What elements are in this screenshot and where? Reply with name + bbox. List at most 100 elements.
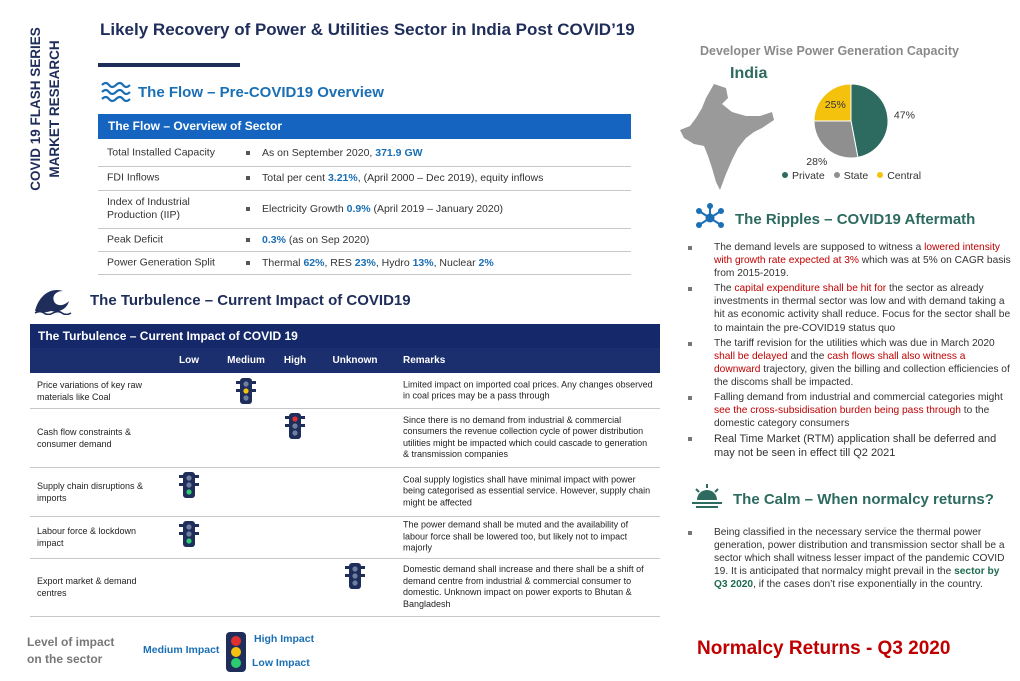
text-run: (as on Sep 2020) <box>285 233 370 246</box>
india-map <box>680 84 774 190</box>
lamp <box>186 531 192 537</box>
column-header: High <box>283 355 307 366</box>
highlight-run: 23% <box>354 256 376 269</box>
text-run: , (April 2000 – Dec 2019), equity inflow… <box>357 172 544 184</box>
chart-legend: Private State Central <box>782 170 930 182</box>
impact-legend-high: High Impact <box>254 633 315 645</box>
column-header: Unknown <box>332 355 378 366</box>
flow-label: FDI Inflows <box>107 171 160 184</box>
lamp <box>186 482 192 488</box>
page-title: Likely Recovery of Power & Utilities Sec… <box>100 20 635 39</box>
text-run: Falling demand from industrial and comme… <box>714 392 1003 404</box>
flow-label: Index of Industrial Production (IIP) <box>107 196 190 221</box>
impact-factor: Cash flow constraints & consumer demand <box>37 426 132 449</box>
side-title: COVID 19 FLASH SERIES MARKET RESEARCH <box>26 14 68 204</box>
impact-row: Price variations of key raw materials li… <box>30 373 660 409</box>
pie-label: 25% <box>825 99 846 111</box>
chart-title: Developer Wise Power Generation Capacity <box>700 44 960 58</box>
impact-legend-medium: Medium Impact <box>143 644 220 656</box>
lamp <box>352 573 358 579</box>
impact-row: Export market & demand centres Domestic d… <box>30 558 660 617</box>
lamp <box>186 524 192 530</box>
side-title-line: MARKET RESEARCH <box>47 40 62 178</box>
pie-slice <box>813 83 852 122</box>
turbulence-table-header: Low Medium High Unknown Remarks <box>30 348 660 373</box>
highlight-run: shall be delayed <box>714 350 788 362</box>
legend-item: Central <box>877 170 921 182</box>
flow-row: Peak Deficit 0.3% (as on Sep 2020) <box>98 228 631 252</box>
pie-chart: 47% 28% 25% <box>806 83 915 168</box>
impact-factor: Export market & demand centres <box>37 576 137 598</box>
lamp <box>243 394 249 401</box>
text-run: Thermal <box>262 256 304 269</box>
impact-legend-low: Low Impact <box>252 657 310 669</box>
highlight-run: 3.21% <box>327 172 358 184</box>
flow-value: 0.3% (as on Sep 2020) <box>245 233 370 246</box>
flow-value: Total per cent 3.21%, (April 2000 – Dec … <box>245 172 544 184</box>
side-title-line: COVID 19 FLASH SERIES <box>28 27 43 191</box>
text-run: which was at 5% on CAGR basis from 2015-… <box>714 255 1011 280</box>
turbulence-icon <box>34 289 72 315</box>
text-run: Total per cent <box>262 172 328 184</box>
text-run: , Nuclear <box>433 256 479 269</box>
legend-item: State <box>833 170 869 182</box>
impact-remarks: Limited impact on imported coal prices. … <box>403 378 653 401</box>
footer-headline: Normalcy Returns - Q3 2020 <box>697 638 951 659</box>
impact-factor: Supply chain disruptions & imports <box>37 480 144 503</box>
flow-heading: The Flow – Pre-COVID19 Overview <box>138 84 384 101</box>
flow-value: As on September 2020, 371.9 GW <box>246 147 423 159</box>
traffic-light <box>179 472 199 498</box>
lamp <box>243 387 249 394</box>
title-underline <box>98 63 240 67</box>
highlight-run: 371.9 GW <box>375 147 423 159</box>
flow-icon <box>101 81 131 103</box>
impact-legend-title: Level of impact on the sector <box>27 635 115 666</box>
bullet-item: The capital expenditure shall be hit for… <box>688 282 1014 334</box>
lamp <box>186 475 192 481</box>
impact-legend-light <box>226 632 246 672</box>
legend-label: State <box>843 170 869 182</box>
flow-row: FDI Inflows Total per cent 3.21%, (April … <box>98 166 631 191</box>
pie-label: 28% <box>806 156 827 168</box>
text-run: to the domestic category consumers <box>714 405 990 430</box>
text-run: , RES <box>324 256 355 269</box>
text-run: As on September 2020, <box>262 147 376 159</box>
flow-label: Total Installed Capacity <box>107 146 215 159</box>
lamp <box>292 416 298 422</box>
pie-slice <box>850 83 889 158</box>
highlight-run: cash flows shall also witness a downward <box>714 350 966 375</box>
flow-label: Power Generation Split <box>107 256 215 268</box>
legend-swatch <box>782 172 788 178</box>
text-run: The <box>714 283 735 295</box>
impact-remarks: Domestic demand shall increase and there… <box>403 563 644 609</box>
column-header: Medium <box>227 355 265 366</box>
legend-label: Central <box>887 170 922 182</box>
bullet-item: Falling demand from industrial and comme… <box>688 391 1014 430</box>
highlight-run: see the cross-subsidisation burden being… <box>714 405 961 417</box>
impact-row: Supply chain disruptions & imports Coal s… <box>30 467 660 517</box>
impact-remarks: Coal supply logistics shall have minimal… <box>403 474 651 508</box>
traffic-light <box>179 521 199 547</box>
ripples-icon <box>696 203 724 228</box>
legend-label: Private <box>792 170 825 182</box>
column-header: Low <box>179 355 199 366</box>
flow-row: Index of Industrial Production (IIP) Elec… <box>98 190 631 229</box>
flow-row: Power Generation Split Thermal 62%, RES 2… <box>98 251 631 275</box>
bullet-item: Being classified in the necessary servic… <box>688 526 1014 591</box>
lamp <box>352 566 358 572</box>
bullet-item: The demand levels are supposed to witnes… <box>688 241 1014 280</box>
ripples-list: The demand levels are supposed to witnes… <box>688 241 1014 462</box>
highlight-run: 62% <box>303 256 325 269</box>
text-run: Real Time Market (RTM) application shall… <box>714 433 997 460</box>
bullet-item: The tariff revision for the utilities wh… <box>688 337 1014 389</box>
flow-table-title: The Flow – Overview of Sector <box>98 114 631 139</box>
lamp <box>292 430 298 436</box>
flow-value: Electricity Growth 0.9% (April 2019 – Ja… <box>245 203 503 215</box>
legend-item: Private <box>782 170 825 182</box>
text-run: the sector as already investments in the… <box>714 283 1011 334</box>
calm-list: Being classified in the necessary servic… <box>688 526 1014 593</box>
highlight-run: lowered intensity with growth rate expec… <box>714 242 1000 267</box>
impact-row: Cash flow constraints & consumer demand S… <box>30 408 660 468</box>
pie-slice <box>813 120 859 159</box>
